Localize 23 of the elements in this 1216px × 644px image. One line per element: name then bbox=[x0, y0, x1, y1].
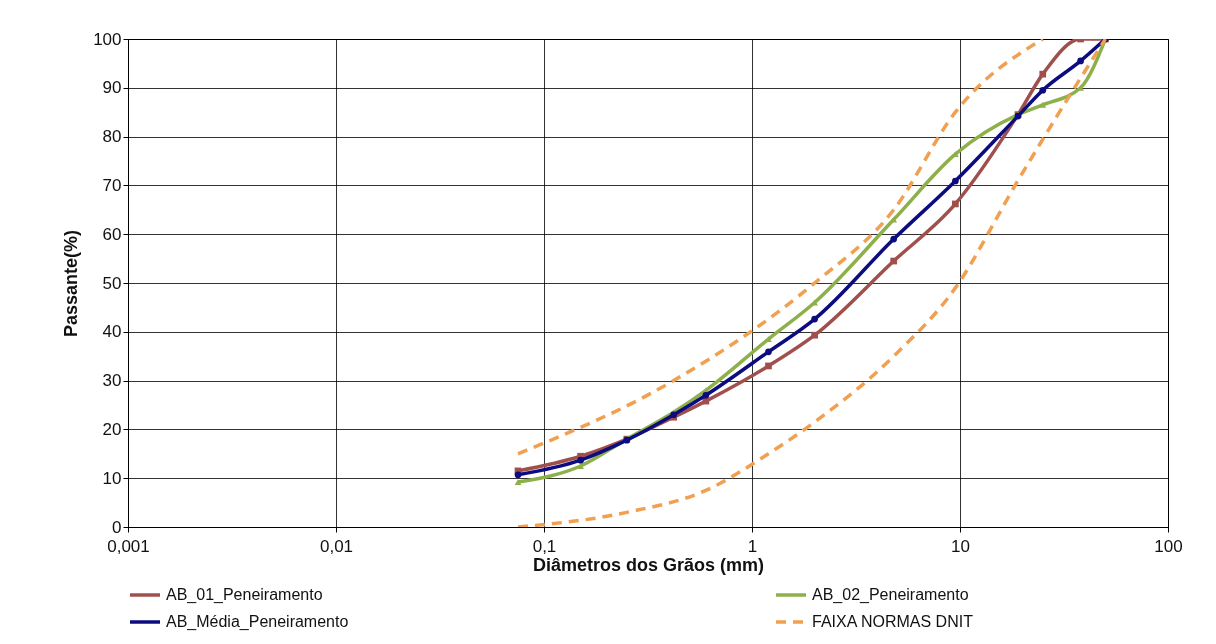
legend-label: FAIXA NORMAS DNIT bbox=[812, 613, 974, 630]
y-tick-label: 20 bbox=[102, 419, 122, 439]
x-tick-label: 1 bbox=[747, 536, 758, 556]
y-tick-label: 50 bbox=[102, 273, 122, 293]
legend-label: AB_01_Peneiramento bbox=[166, 586, 323, 604]
x-tick-label: 0,01 bbox=[319, 536, 354, 556]
y-axis-title: Passante(%) bbox=[61, 229, 82, 338]
x-tick-label: 0,1 bbox=[532, 536, 557, 556]
y-tick-label: 70 bbox=[102, 175, 122, 195]
y-tick-label: 0 bbox=[112, 517, 122, 537]
y-tick-label: 80 bbox=[102, 127, 122, 147]
y-tick-label: 60 bbox=[102, 224, 122, 244]
x-axis-title: Diâmetros dos Grãos (mm) bbox=[532, 554, 765, 575]
y-tick-label: 100 bbox=[93, 29, 122, 49]
x-tick-label: 0,001 bbox=[107, 536, 150, 556]
legend-label: AB_02_Peneiramento bbox=[812, 586, 969, 604]
y-tick-label: 30 bbox=[102, 371, 122, 391]
y-tick-label: 90 bbox=[102, 78, 122, 98]
x-tick-label: 100 bbox=[1154, 536, 1183, 556]
y-tick-label: 40 bbox=[102, 322, 122, 342]
y-tick-label: 10 bbox=[102, 468, 122, 488]
legend-label: AB_Média_Peneiramento bbox=[166, 613, 349, 631]
x-tick-label: 10 bbox=[951, 536, 970, 556]
